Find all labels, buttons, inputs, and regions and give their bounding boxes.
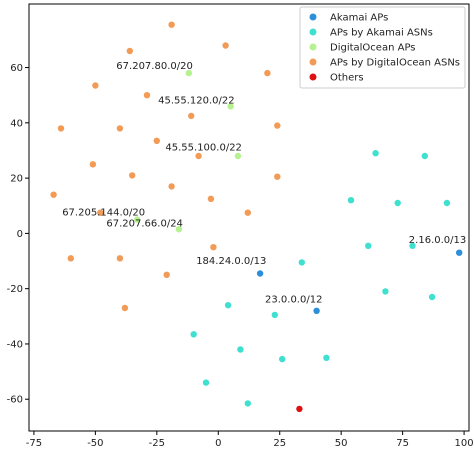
legend-label-0: Akamai APs [330, 13, 388, 24]
point-series-0-2 [456, 249, 463, 256]
point-series-3-17 [207, 195, 215, 202]
y-tick-label-5: 40 [10, 118, 23, 129]
legend-label-4: Others [330, 73, 364, 84]
legend-label-1: APs by Akamai ASNs [330, 28, 433, 39]
annotations-layer: 67.207.80.0/20 45.55.120.0/22 45.55.100.0/… [62, 61, 466, 306]
legend-marker-1 [309, 28, 317, 36]
annotation-5: 184.24.0.0/13 [196, 256, 266, 267]
point-series-2-4 [134, 216, 141, 223]
point-series-0-0 [256, 270, 264, 277]
legend-marker-0 [309, 13, 317, 21]
point-series-3-7 [116, 125, 124, 132]
annotation-7: 2.16.0.0/13 [409, 235, 466, 246]
annotation-2: 45.55.100.0/22 [165, 143, 242, 154]
x-tick-label-5: 50 [335, 438, 348, 449]
legend-box [299, 6, 466, 89]
x-tick-label-3: 0 [215, 438, 221, 449]
x-tick-label-1: -50 [87, 438, 103, 449]
point-series-3-6 [188, 112, 195, 120]
axis-ticks: -75 -50 -25 0 25 50 75 100 -60 -40 -20 0 20 40 60 [7, 63, 474, 449]
point-series-1-9 [428, 293, 436, 301]
point-series-3-1 [126, 47, 133, 55]
point-series-2-2 [234, 152, 242, 160]
point-series-3-24 [121, 304, 129, 312]
point-series-3-16 [50, 191, 57, 198]
point-series-3-14 [274, 173, 281, 180]
point-series-3-12 [89, 161, 97, 168]
point-series-2-3 [175, 226, 183, 233]
point-series-1-11 [271, 311, 278, 319]
points-layer [50, 21, 463, 413]
legend: Akamai APs APs by Akamai ASNs DigitalOcean… [299, 6, 466, 89]
point-series-2-0 [185, 69, 192, 77]
point-series-3-3 [264, 69, 271, 77]
point-series-3-0 [168, 21, 175, 28]
annotation-3: 67.205.144.0/20 [62, 207, 145, 218]
point-series-3-19 [244, 209, 251, 216]
point-series-3-13 [129, 172, 136, 179]
y-tick-label-2: -20 [7, 284, 23, 295]
point-series-3-23 [163, 271, 170, 278]
y-tick-label-4: 20 [10, 174, 23, 185]
point-series-1-4 [443, 199, 451, 207]
point-series-1-17 [244, 400, 251, 407]
annotation-4: 67.207.66.0/24 [106, 219, 183, 230]
point-series-3-11 [195, 152, 202, 160]
point-series-3-22 [210, 244, 217, 251]
annotation-6: 23.0.0.0/12 [265, 295, 322, 306]
y-tick-label-6: 60 [10, 63, 23, 74]
legend-label-3: APs by DigitalOcean ASNs [330, 58, 460, 69]
x-tick-label-7: 100 [455, 438, 474, 449]
legend-marker-4 [309, 73, 317, 81]
x-tick-label-0: -75 [26, 438, 42, 449]
point-series-0-1 [313, 307, 320, 314]
plot-frame [28, 3, 470, 432]
point-series-1-16 [202, 379, 210, 386]
point-series-3-2 [222, 42, 229, 49]
point-series-1-12 [190, 331, 197, 338]
annotation-0: 67.207.80.0/20 [116, 61, 193, 72]
y-tick-label-0: -60 [7, 395, 23, 406]
point-series-4-0 [296, 405, 303, 413]
point-series-3-4 [92, 82, 99, 89]
x-tick-label-2: -25 [149, 438, 165, 449]
legend-label-2: DigitalOcean APs [330, 43, 416, 54]
point-series-1-8 [382, 288, 389, 295]
legend-marker-3 [309, 58, 317, 66]
legend-marker-2 [309, 43, 317, 51]
annotation-1: 45.55.120.0/22 [158, 96, 235, 107]
point-series-1-10 [224, 302, 232, 309]
y-tick-label-3: 0 [17, 229, 23, 240]
point-series-1-7 [298, 259, 305, 266]
point-series-1-13 [237, 346, 244, 353]
point-series-3-21 [116, 255, 124, 262]
point-series-2-1 [227, 103, 234, 110]
point-series-1-15 [323, 354, 330, 361]
point-series-1-0 [372, 150, 379, 157]
point-series-3-20 [67, 255, 75, 262]
y-tick-label-1: -40 [7, 339, 23, 350]
point-series-1-2 [347, 197, 355, 204]
point-series-3-15 [168, 183, 175, 190]
point-series-1-6 [409, 242, 416, 249]
point-series-3-10 [153, 137, 160, 144]
point-series-3-8 [57, 125, 65, 132]
x-tick-label-6: 75 [396, 438, 409, 449]
x-tick-label-4: 25 [273, 438, 286, 449]
point-series-1-1 [421, 152, 428, 160]
point-series-1-14 [279, 355, 286, 363]
point-series-1-3 [394, 199, 401, 207]
point-series-1-5 [365, 242, 372, 249]
point-series-3-9 [274, 122, 281, 129]
point-series-3-5 [143, 92, 151, 99]
point-series-3-18 [97, 209, 104, 216]
